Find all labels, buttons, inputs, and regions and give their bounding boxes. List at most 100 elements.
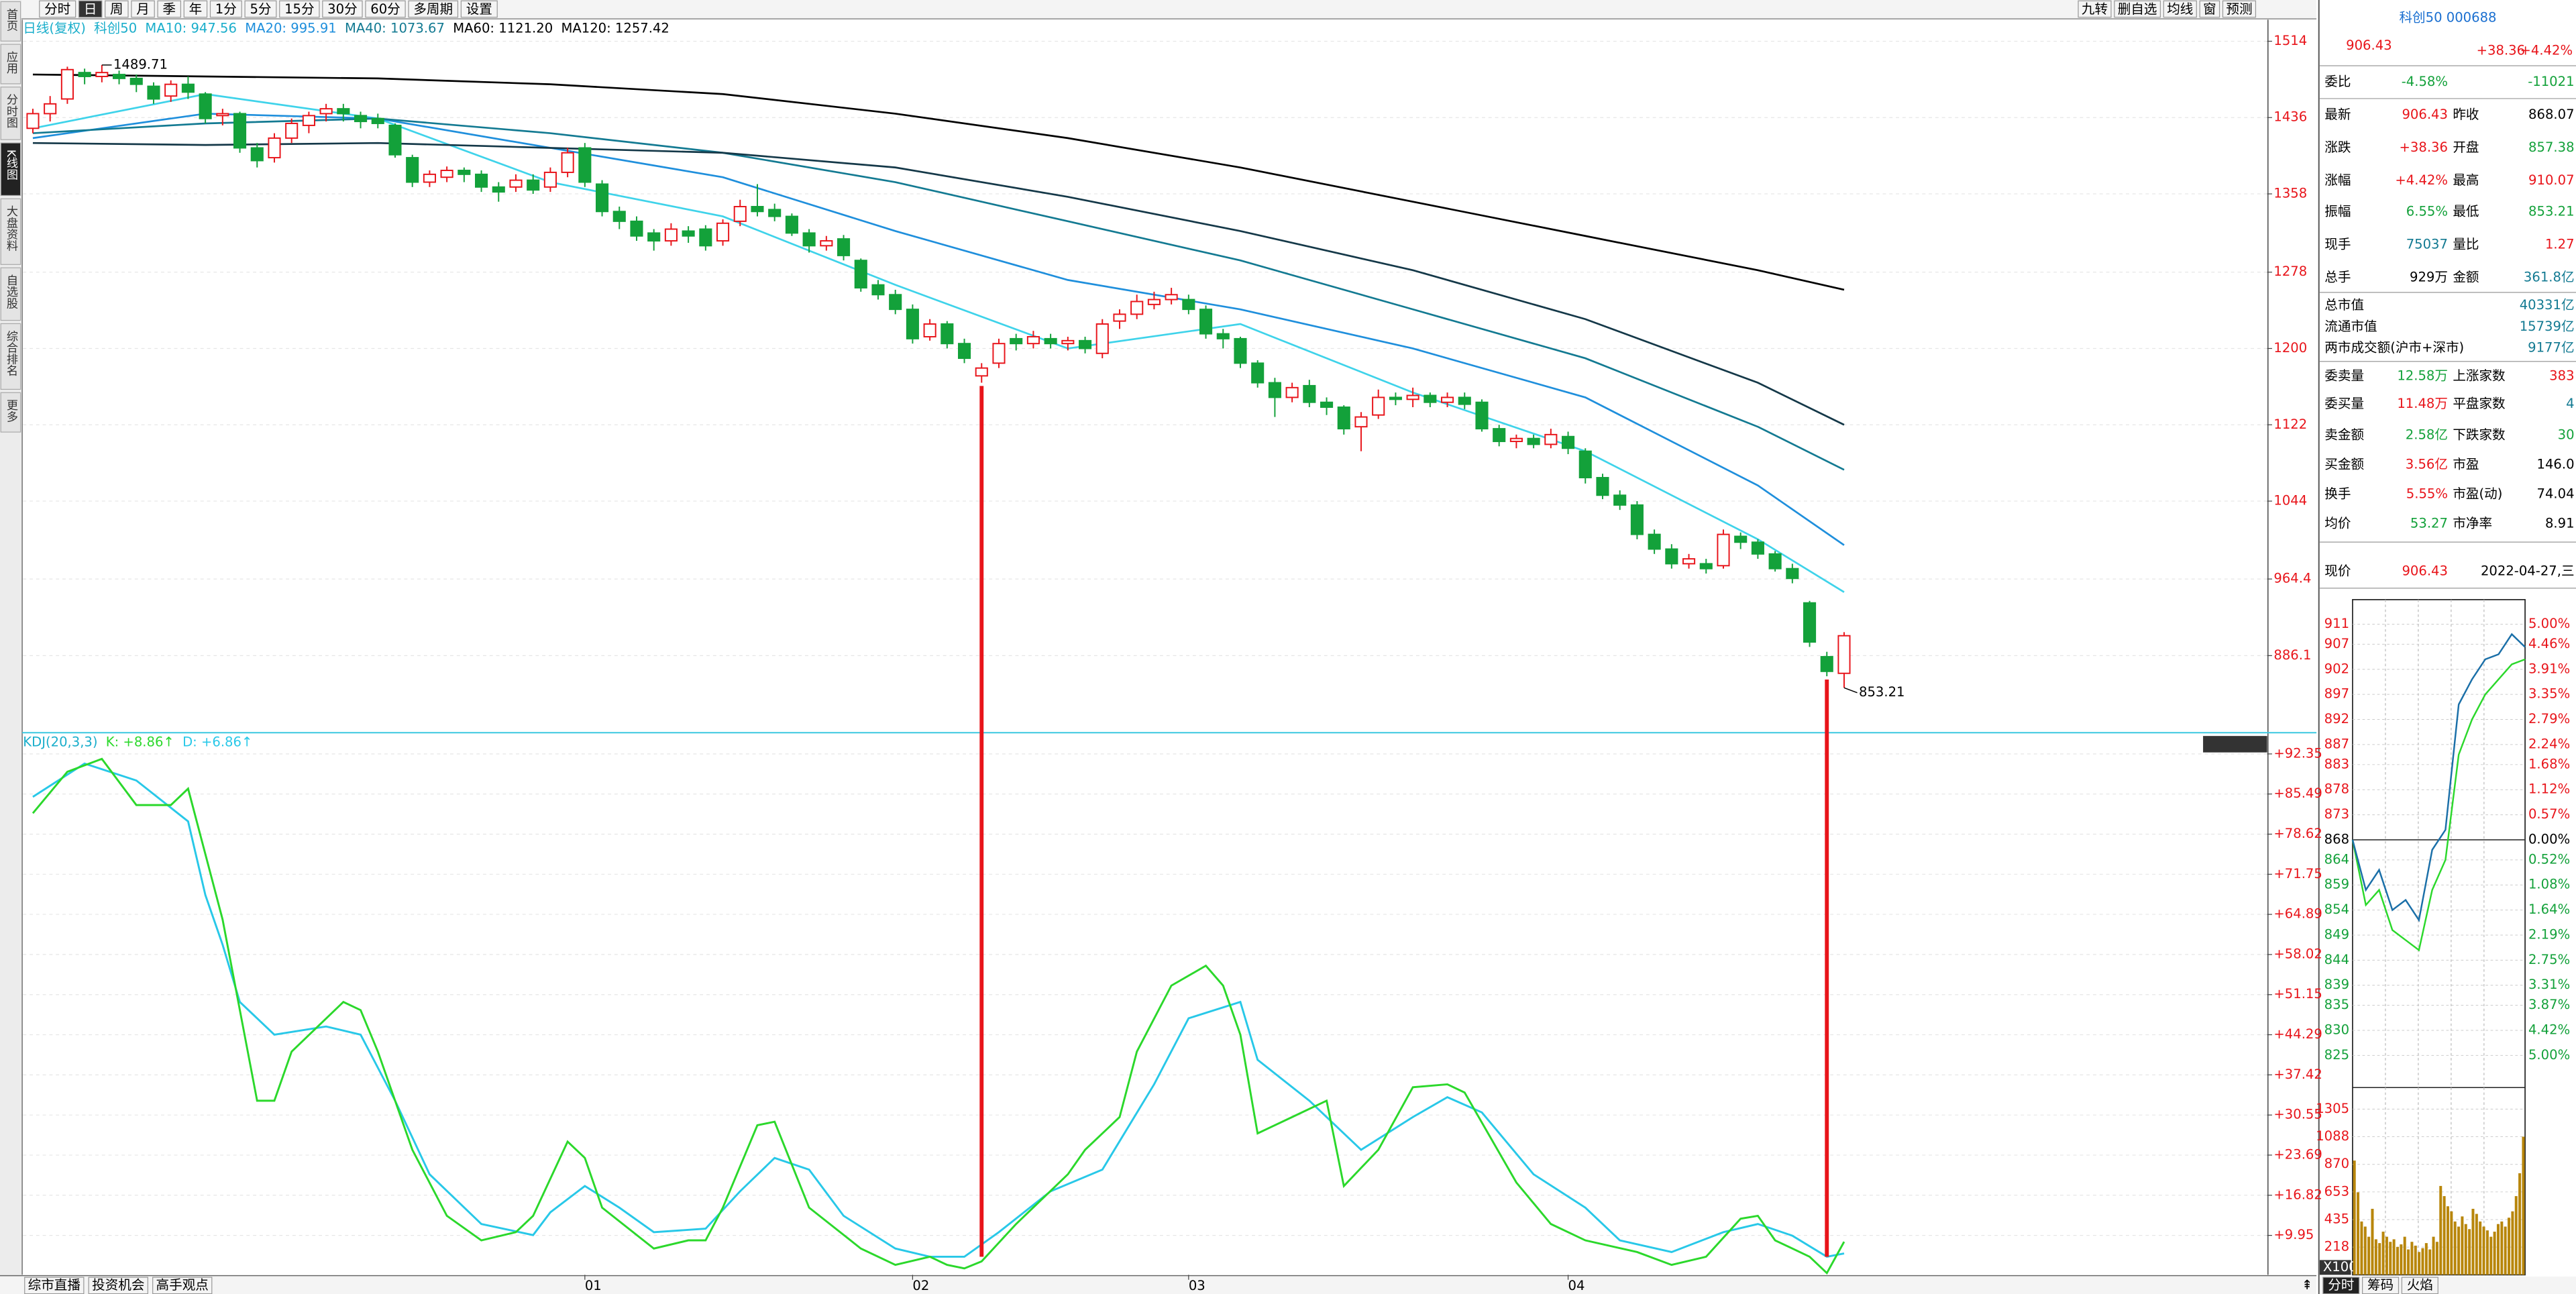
sidebar-tab-label[interactable]: 应用 (4, 51, 18, 74)
toolbar-button-label[interactable]: 周 (110, 1, 123, 17)
sidebar-tab-label[interactable]: 自选股 (4, 274, 18, 309)
quote-value: -4.58% (2402, 74, 2448, 89)
toolbar-button[interactable] (408, 0, 459, 18)
sidebar-tab[interactable] (0, 87, 21, 140)
side-tab-label[interactable]: 火焰 (2407, 1277, 2433, 1293)
sidebar-tab[interactable] (0, 267, 21, 321)
sidebar-tab-label[interactable]: 大盘资料 (4, 205, 18, 252)
candle-body (1544, 433, 1558, 445)
side-tab[interactable] (2401, 1277, 2438, 1294)
candle-body (1630, 504, 1644, 535)
toolbar-button[interactable] (365, 0, 406, 18)
y-tick-label: +30.55 (2273, 1107, 2322, 1122)
toolbar-button[interactable] (157, 0, 181, 18)
toolbar-button[interactable] (183, 0, 208, 18)
toolbar-button[interactable] (244, 0, 277, 18)
toolbar-right-button[interactable]: 预测 (2226, 1, 2252, 17)
toolbar-right-button[interactable]: 窗 (2203, 1, 2216, 17)
sidebar-tab[interactable] (0, 142, 21, 197)
toolbar-button[interactable] (322, 0, 363, 18)
candle-body (802, 232, 816, 247)
sidebar-tab[interactable] (0, 198, 21, 265)
toolbar-button-label[interactable]: 30分 (327, 1, 357, 17)
toolbar-button[interactable] (209, 0, 242, 18)
toolbar-button-label[interactable]: 分时 (44, 1, 70, 17)
intraday-pct-label: 0.57% (2528, 806, 2570, 822)
candle-body (1406, 394, 1419, 400)
candle-body (612, 211, 626, 222)
sidebar-tab-label[interactable]: 分时图 (4, 94, 18, 128)
quote-value: +38.36 (2400, 140, 2448, 155)
candle-body (1682, 558, 1696, 565)
scroll-top-icon[interactable]: ⇞ (2302, 1277, 2312, 1293)
toolbar-button-label[interactable]: 设置 (466, 1, 492, 17)
bottom-tab[interactable]: 综市直播 (28, 1277, 81, 1293)
sidebar-tab[interactable] (0, 44, 21, 85)
toolbar-button[interactable] (279, 0, 320, 18)
quote-value: 361.8亿 (2524, 269, 2575, 284)
intraday-pct-label: 1.12% (2528, 781, 2570, 797)
bottom-tab[interactable]: 投资机会 (92, 1277, 144, 1293)
sidebar-tab-label[interactable]: K线图 (4, 150, 18, 180)
candle-body (129, 77, 143, 85)
candle-body (1562, 435, 1575, 449)
toolbar-right-button[interactable]: 九转 (2082, 1, 2108, 17)
sidebar-tab[interactable] (0, 392, 21, 433)
candle-body (1372, 396, 1385, 416)
toolbar-button-label[interactable]: 1分 (215, 1, 237, 17)
toolbar-button-label[interactable]: 月 (136, 1, 150, 17)
toolbar-right-frame[interactable] (2163, 0, 2197, 18)
toolbar-button[interactable] (131, 0, 155, 18)
toolbar-button[interactable] (78, 0, 103, 18)
legend-item: 日线(复权) (23, 20, 86, 36)
candle-body (992, 343, 1006, 364)
toolbar-right-frame[interactable] (2199, 0, 2220, 18)
toolbar-button[interactable] (39, 0, 76, 18)
toolbar-right-frame[interactable] (2114, 0, 2161, 18)
side-tab[interactable] (2322, 1277, 2360, 1294)
legend-item: MA40: 1073.67 (345, 20, 445, 36)
toolbar-button-label[interactable]: 多周期 (413, 1, 453, 17)
toolbar-right-frame[interactable] (2222, 0, 2257, 18)
toolbar-button-label[interactable]: 日 (84, 1, 97, 17)
candle-body (733, 206, 747, 222)
sidebar-tab[interactable] (0, 323, 21, 390)
volume-bar (2385, 1236, 2388, 1275)
candle-body (785, 215, 798, 234)
candle-body (1717, 533, 1730, 567)
quote-label: 最新 (2324, 107, 2351, 122)
quote-label: 买金额 (2324, 457, 2364, 472)
quote-label: 总手 (2324, 269, 2351, 284)
toolbar-button-label[interactable]: 年 (189, 1, 203, 17)
y-tick-label: +85.49 (2273, 786, 2322, 801)
candle-body (1199, 309, 1213, 335)
bottom-tab[interactable]: 高手观点 (156, 1277, 209, 1293)
toolbar-button-label[interactable]: 季 (162, 1, 176, 17)
quote-value: 146.0 (2536, 457, 2574, 472)
toolbar-button-label[interactable]: 60分 (370, 1, 400, 17)
toolbar-button[interactable] (460, 0, 498, 18)
toolbar-button[interactable] (105, 0, 129, 18)
y-tick-label: +92.35 (2273, 745, 2322, 761)
sidebar-tab[interactable] (0, 1, 21, 42)
sidebar-tab-label[interactable]: 更多 (4, 399, 18, 422)
toolbar-button-label[interactable]: 15分 (284, 1, 314, 17)
toolbar-right-button[interactable]: 删自选 (2118, 1, 2157, 17)
candle-body (682, 230, 695, 237)
toolbar-button-label[interactable]: 5分 (250, 1, 271, 17)
quote-value: 11.48万 (2397, 396, 2448, 411)
intraday-pct-label: 2.75% (2528, 952, 2570, 967)
sidebar-tab-label[interactable]: 首页 (4, 8, 18, 31)
sidebar-tab-label[interactable]: 综合排名 (4, 330, 18, 376)
toolbar-right-button[interactable]: 均线 (2167, 1, 2193, 17)
side-tab-label[interactable]: 分时 (2328, 1277, 2354, 1293)
intraday-price-line (2351, 633, 2526, 922)
intraday-price-label: 868 (2324, 831, 2349, 847)
quote-value: 12.58万 (2397, 368, 2448, 383)
toolbar-right-frame[interactable] (2078, 0, 2112, 18)
side-tab-label[interactable]: 筹码 (2367, 1277, 2394, 1293)
intraday-pct-label: 1.08% (2528, 877, 2570, 892)
ma-line (32, 117, 1845, 471)
indicator-button[interactable] (2203, 736, 2267, 753)
